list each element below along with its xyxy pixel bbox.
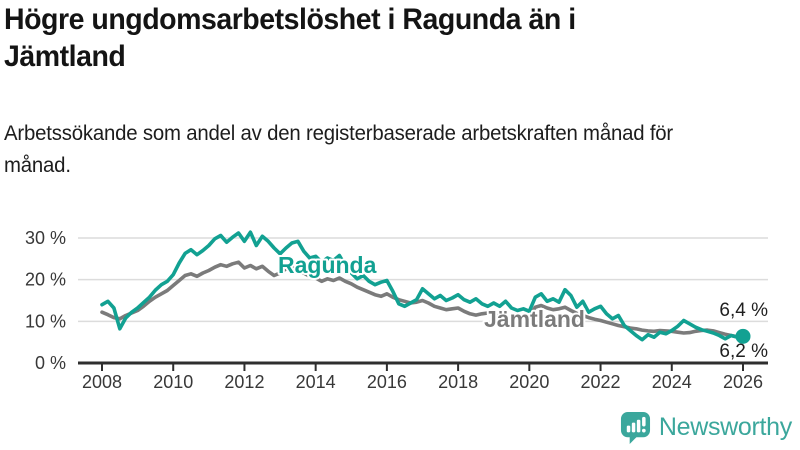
y-axis-tick-label: 20 % xyxy=(25,270,66,290)
x-axis-tick-label: 2014 xyxy=(296,372,336,392)
x-axis-tick-label: 2012 xyxy=(224,372,264,392)
y-axis-tick-label: 30 % xyxy=(25,228,66,248)
end-value-label-jämtland: 6,2 % xyxy=(719,341,768,362)
series-label-ragunda: Ragunda xyxy=(278,252,377,278)
x-axis-tick-label: 2026 xyxy=(723,372,763,392)
series-line-jämtland xyxy=(100,260,745,339)
end-value-label-ragunda: 6,4 % xyxy=(719,300,768,321)
x-axis-tick-label: 2018 xyxy=(438,372,478,392)
chart-header: Högre ungdomsarbetslöshet i Ragunda än i… xyxy=(4,2,716,76)
line-chart-canvas: 0 % 10 % 20 % 30 % 2008 2010 2012 2014 2016 2018 2… xyxy=(25,228,768,392)
y-axis-tick-label: 10 % xyxy=(25,311,66,331)
x-axis-tick-label: 2016 xyxy=(367,372,407,392)
y-axis-tick-label: 0 % xyxy=(35,353,66,373)
series-line-ragunda xyxy=(100,230,745,342)
x-axis-tick-label: 2022 xyxy=(581,372,621,392)
chart-subtitle: Arbetssökande som andel av den registerb… xyxy=(4,122,674,177)
x-axis-tick-label: 2008 xyxy=(82,372,122,392)
x-axis-tick-label: 2024 xyxy=(652,372,692,392)
series-label-jämtland: Jämtland xyxy=(484,306,585,332)
newsworthy-branding: Newsworthy xyxy=(620,411,792,444)
unemployment-line-chart: 0 % 10 % 20 % 30 % 2008 2010 2012 2014 2016 2018 2… xyxy=(0,210,800,410)
newsworthy-wordmark: Newsworthy xyxy=(658,413,792,441)
series-end-dot-ragunda xyxy=(735,328,751,344)
x-axis-tick-label: 2010 xyxy=(153,372,193,392)
x-axis-tick-label: 2020 xyxy=(509,372,549,392)
page-title: Högre ungdomsarbetslöshet i Ragunda än i… xyxy=(4,3,576,73)
newsworthy-logo-icon xyxy=(620,412,650,444)
